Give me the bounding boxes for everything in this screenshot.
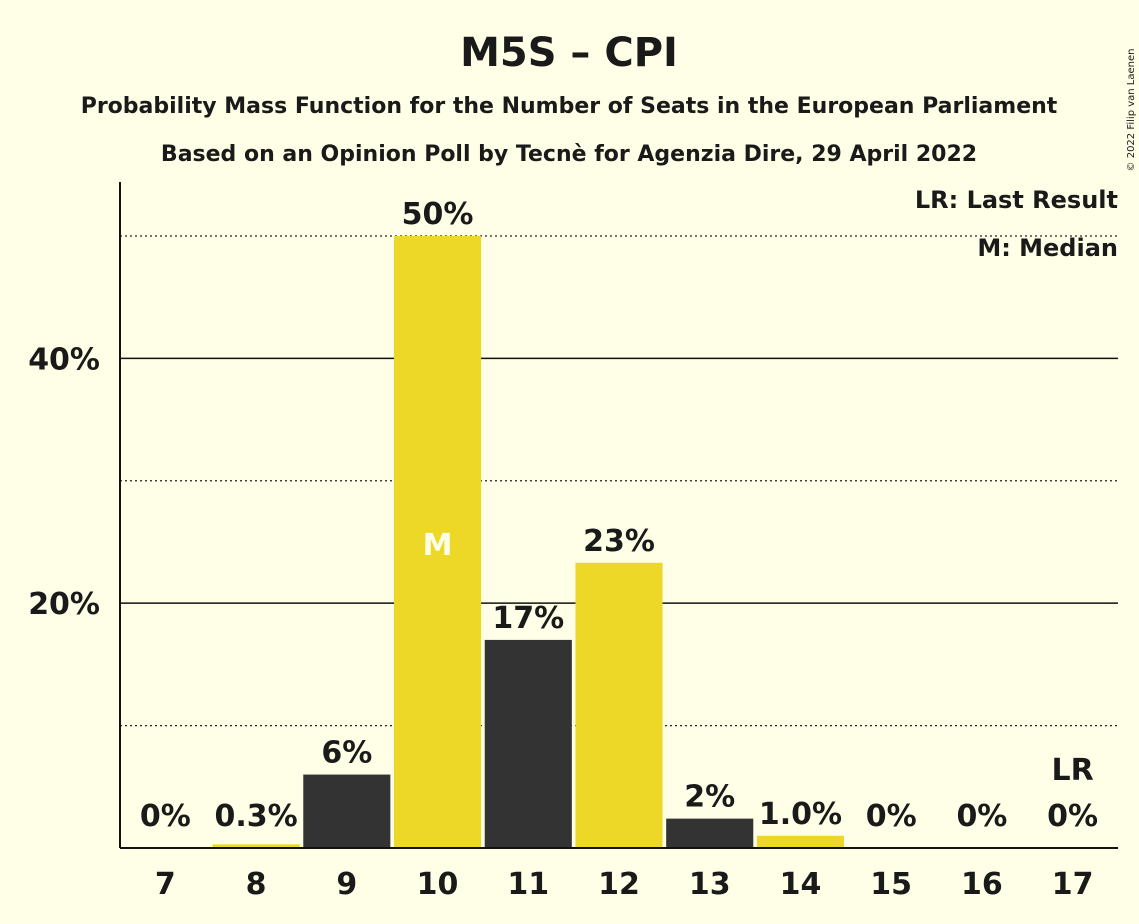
chart-subtitle: Probability Mass Function for the Number…	[81, 94, 1058, 119]
x-tick-label: 8	[246, 867, 267, 902]
bar-seats-10	[393, 235, 482, 849]
x-tick-label: 12	[598, 867, 640, 902]
x-tick-label: 7	[155, 867, 176, 902]
bar-value-label: 2%	[684, 780, 735, 815]
bar-seats-9	[303, 774, 391, 848]
bar-seats-13	[666, 818, 754, 848]
legend-last-result: LR: Last Result	[915, 186, 1118, 214]
bar-value-label: 0%	[1047, 799, 1098, 834]
x-tick-label: 13	[689, 867, 731, 902]
bars	[212, 235, 845, 849]
bar-value-label: 0%	[956, 799, 1007, 834]
x-tick-label: 15	[870, 867, 912, 902]
x-tick-label: 16	[961, 867, 1003, 902]
bar-seats-12	[575, 562, 663, 848]
bar-value-label: 6%	[321, 736, 372, 771]
y-tick-label: 40%	[28, 342, 100, 377]
bar-value-label: 23%	[583, 524, 655, 559]
bar-seats-11	[484, 639, 572, 848]
y-tick-label: 20%	[28, 587, 100, 622]
bar-seats-8	[212, 844, 300, 848]
legend-median: M: Median	[977, 234, 1118, 262]
x-tick-label: 9	[336, 867, 357, 902]
y-axis-tick-labels: 20% 40%	[28, 342, 100, 622]
x-tick-label: 10	[417, 867, 459, 902]
x-tick-label: 14	[780, 867, 822, 902]
bar-value-label: 0%	[866, 799, 917, 834]
x-tick-label: 11	[507, 867, 549, 902]
bar-value-label: 17%	[492, 601, 564, 636]
median-marker: M	[423, 528, 453, 563]
bar-seats-14	[756, 835, 845, 848]
bar-value-labels: 0% 0.3% 6% 50% M 17% 23% 2% 1.0% 0% 0% 0% LR	[140, 197, 1098, 834]
bar-value-label: 0%	[140, 799, 191, 834]
bar-value-label: 1.0%	[759, 797, 842, 832]
bar-value-label: 50%	[402, 197, 474, 232]
chart-title: M5S – CPI	[460, 30, 678, 76]
chart-subtitle-poll: Based on an Opinion Poll by Tecnè for Ag…	[161, 142, 977, 167]
last-result-marker: LR	[1052, 753, 1094, 788]
bar-value-label: 0.3%	[214, 799, 297, 834]
copyright-notice: © 2022 Filip van Laenen	[1126, 49, 1137, 172]
x-tick-label: 17	[1052, 867, 1094, 902]
x-axis-tick-labels: 7 8 9 10 11 12 13 14 15 16 17	[155, 867, 1094, 902]
